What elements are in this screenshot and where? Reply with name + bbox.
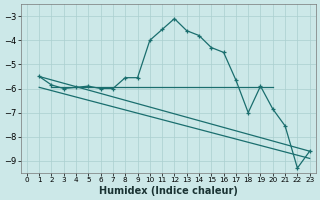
X-axis label: Humidex (Indice chaleur): Humidex (Indice chaleur) [99,186,238,196]
